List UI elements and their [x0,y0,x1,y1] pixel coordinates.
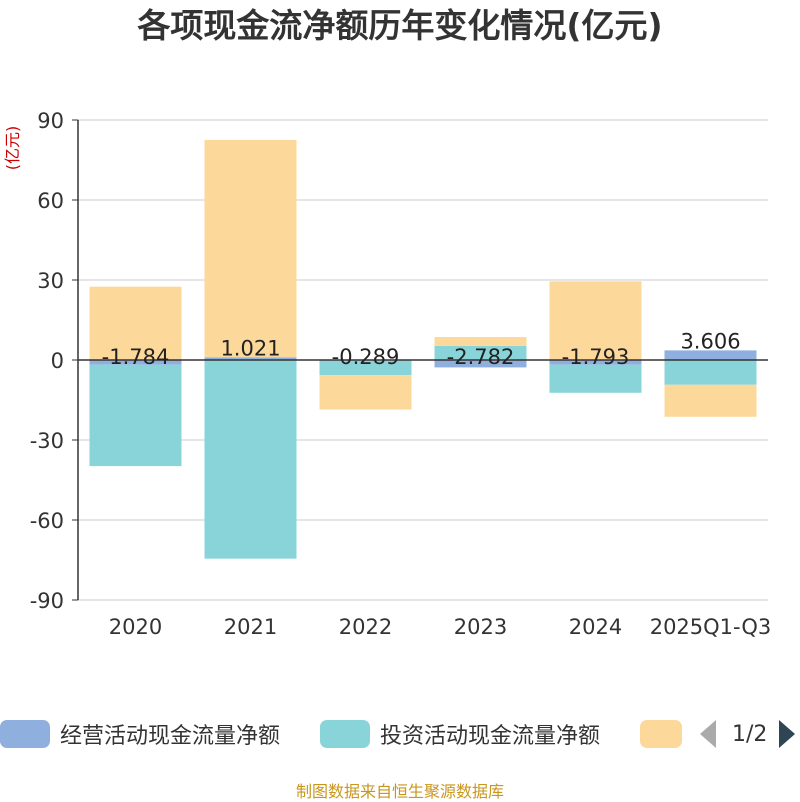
data-label-operating-2025Q1-Q3: 3.606 [680,329,740,353]
x-tick-label: 2020 [109,615,162,639]
axes: 90 60 30 0 -30 -60 -90 2020 2021 2022 2023 2024 2025… [30,109,772,639]
bar-operating-2023 [434,360,527,368]
pager-prev-icon[interactable] [700,720,716,748]
bar-financing-2021 [204,139,297,358]
legend-swatch-operating [0,720,50,748]
y-tick-label: 90 [37,109,64,133]
y-tick-label: 30 [37,269,64,293]
chart-title: 各项现金流净额历年变化情况(亿元) [137,6,663,45]
x-tick-label: 2021 [224,615,277,639]
bars [89,139,757,559]
data-label-operating-2022: -0.289 [332,345,400,369]
bar-operating-2024 [549,360,642,365]
legend-item-financing[interactable] [640,712,682,756]
data-label-operating-2024: -1.793 [562,345,630,369]
data-label-operating-2020: -1.784 [102,345,170,369]
bar-investing-2025Q1-Q3 [664,360,757,385]
legend-item-investing[interactable]: 投资活动现金流量净额 [320,712,600,756]
legend-item-operating[interactable]: 经营活动现金流量净额 [0,712,280,756]
legend-label-investing: 投资活动现金流量净额 [380,724,601,749]
y-tick-label: -90 [30,589,64,613]
y-tick-label: -60 [30,509,64,533]
legend: 经营活动现金流量净额 投资活动现金流量净额 1/2 [0,712,800,756]
bar-financing-2025Q1-Q3 [664,384,757,417]
bar-investing-2020 [89,364,182,467]
bar-investing-2023 [434,345,527,360]
y-tick-label: -30 [30,429,64,453]
x-tick-label: 2023 [454,615,507,639]
bar-investing-2022 [319,360,412,376]
y-tick-label: 60 [37,189,64,213]
x-tick-label: 2025Q1-Q3 [650,615,772,639]
data-label-operating-2021: 1.021 [220,336,280,360]
legend-pager: 1/2 [700,712,796,756]
pager-next-icon[interactable] [779,720,796,748]
data-labels: -1.784 1.021 -0.289 -2.782 -1.793 3.606 [102,329,741,369]
pager-text: 1/2 [732,721,768,747]
legend-swatch-financing [640,720,682,748]
x-tick-label: 2024 [569,615,622,639]
bar-operating-2025Q1-Q3 [664,350,757,360]
grid-lines [78,119,768,601]
bar-financing-2024 [549,281,642,360]
bar-operating-2020 [89,360,182,365]
data-label-operating-2023: -2.782 [447,345,515,369]
bar-operating-2021 [204,357,297,360]
legend-swatch-investing [320,720,370,748]
y-tick-label: 0 [51,349,64,373]
bar-financing-2023 [434,337,527,346]
bar-financing-2020 [89,286,182,360]
source-note: 制图数据来自恒生聚源数据库 [295,782,504,801]
bar-investing-2024 [549,364,642,393]
x-tick-label: 2022 [339,615,392,639]
y-axis-unit-label: (亿元) [3,126,22,171]
bar-investing-2021 [204,360,297,559]
bar-financing-2022 [319,375,412,410]
legend-label-operating: 经营活动现金流量净额 [60,724,281,749]
bar-chart: 90 60 30 0 -30 -60 -90 2020 2021 2022 2023 2024 2025… [3,109,772,639]
